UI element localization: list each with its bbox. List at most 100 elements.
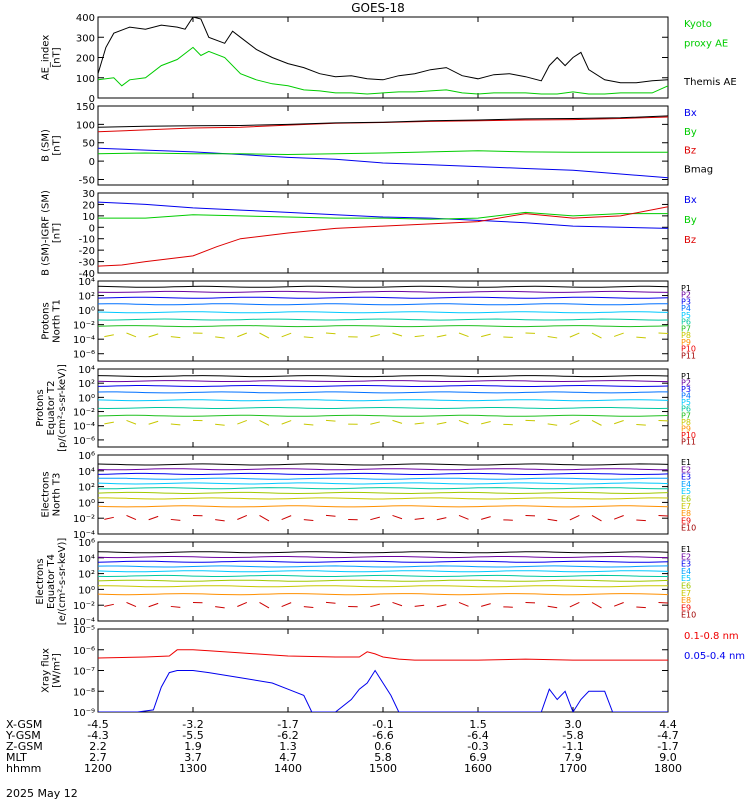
y-axis-label: B (SM)-IGRF (SM) (41, 190, 52, 276)
legend-entry: P1 (681, 372, 691, 381)
sparse-segment (569, 332, 580, 338)
data-layer (98, 201, 668, 267)
y-axis-label: AE_index (41, 35, 52, 81)
y-tick-label: 10⁻² (73, 321, 95, 332)
sparse-segment (170, 518, 181, 521)
y-axis-label: Equator T2 (46, 381, 57, 436)
legend-entry: Themis AE (683, 77, 737, 88)
legend-entry: 0.1-0.8 nm (684, 631, 739, 642)
sparse-segment (436, 604, 447, 608)
sparse-segment (148, 420, 159, 425)
sparse-segment (303, 606, 314, 609)
sparse-segment (215, 336, 225, 339)
legend-entry: E5 (681, 574, 691, 583)
sparse-segment (481, 420, 491, 425)
ephemeris-label: hhmm (6, 762, 41, 775)
y-tick-label: 10⁶ (78, 451, 95, 462)
sparse-segment (148, 333, 159, 338)
legend-entry: E4 (681, 480, 691, 489)
ephemeris-value: 2.2 (89, 740, 107, 753)
ephemeris-value: 1.9 (184, 740, 202, 753)
legend-entry: P3 (681, 297, 691, 306)
sparse-segment (658, 601, 668, 604)
sparse-segment (458, 419, 469, 425)
level-line (98, 463, 668, 466)
ephemeris-value: 6.9 (469, 751, 487, 764)
legend-entry: Bz (684, 146, 696, 157)
legend-entry: 0.05-0.4 nm (684, 651, 745, 662)
sparse-segment (237, 419, 248, 425)
sparse-segment (436, 517, 447, 521)
sparse-segment (325, 601, 336, 604)
level-line (98, 303, 668, 306)
legend-entry: Kyoto (684, 19, 712, 30)
series-line (98, 649, 668, 661)
panel-1: 0 100 200 300 400 AE_index [nT] Kyoto proxy AE Th… (41, 13, 737, 105)
sparse-segment (148, 602, 159, 608)
legend-entry: E6 (681, 495, 691, 504)
sparse-segment (392, 601, 403, 607)
legend-entry: P1 (681, 284, 691, 293)
level-line (98, 482, 668, 485)
y-tick-label: 10⁶ (78, 538, 95, 549)
level-line (98, 318, 668, 321)
sparse-segment (392, 419, 403, 424)
legend-entry: E8 (681, 509, 691, 518)
date-label: 2025 May 12 (6, 787, 78, 800)
legend-entry: P4 (681, 304, 691, 313)
series-line (98, 201, 668, 229)
legend-entry: P11 (681, 351, 696, 360)
sparse-segment (215, 606, 225, 609)
ephemeris-value: 4.7 (279, 751, 297, 764)
level-line (98, 585, 668, 588)
level-line (98, 574, 668, 578)
sparse-segment (458, 332, 469, 338)
level-line (98, 311, 668, 314)
legend-entry: By (684, 215, 697, 226)
legend-entry: Bmag (684, 164, 713, 175)
panel-frame (97, 280, 669, 362)
legend-entry: P8 (681, 418, 691, 427)
sparse-segment (458, 514, 469, 520)
level-line (98, 491, 668, 495)
legend-entry: proxy AE (684, 38, 728, 49)
sparse-segment (636, 336, 646, 339)
y-tick-label: 300 (76, 33, 95, 44)
y-axis-label: Protons (35, 389, 46, 426)
legend-entry: P8 (681, 331, 691, 340)
level-line (98, 472, 668, 476)
data-layer (98, 17, 668, 95)
y-tick-label: 10⁻² (73, 601, 95, 612)
data-layer (98, 375, 668, 426)
y-tick-label: 10⁻⁶ (73, 350, 95, 361)
sparse-segment (303, 423, 314, 426)
y-tick-label: 10⁻⁷ (73, 667, 95, 678)
level-line (98, 560, 668, 563)
level-line (98, 414, 668, 417)
level-line (98, 399, 668, 402)
legend-entry: E7 (681, 502, 691, 511)
ephemeris-value: -6.6 (372, 729, 393, 742)
sparse-segment (370, 603, 380, 608)
y-tick-label: 0 (89, 223, 95, 234)
sparse-segment (370, 421, 380, 425)
y-tick-label: -30 (79, 258, 95, 269)
sparse-segment (414, 604, 425, 607)
sparse-segment (237, 332, 248, 338)
sparse-segment (547, 336, 558, 339)
legend-entry: P11 (681, 437, 696, 446)
sparse-segment (303, 336, 314, 339)
sparse-segment (325, 419, 336, 422)
legend-entry: E2 (681, 552, 691, 561)
panel-frame (97, 192, 669, 274)
ephemeris-value: -4.3 (87, 729, 108, 742)
sparse-segment (259, 419, 270, 426)
ephemeris-value: 1200 (84, 762, 112, 775)
y-tick-label: 10⁴ (78, 554, 95, 565)
sparse-segment (126, 601, 137, 608)
ephemeris-value: 3.0 (564, 718, 582, 731)
y-tick-label: 30 (82, 189, 95, 200)
sparse-segment (392, 514, 403, 520)
sparse-segment (636, 519, 646, 522)
